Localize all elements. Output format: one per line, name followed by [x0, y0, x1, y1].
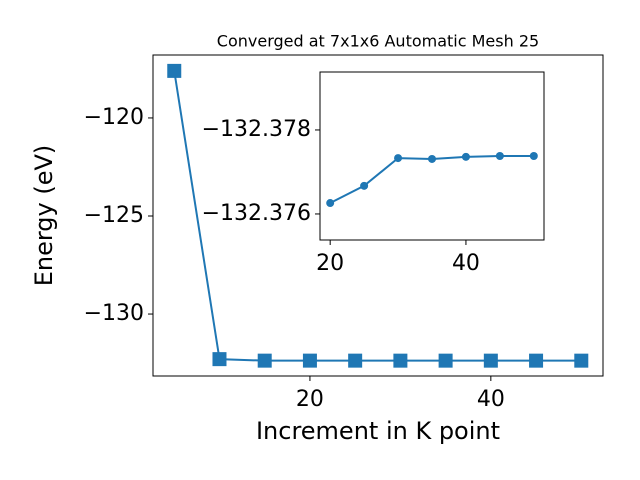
- y-tick-label: −132.376: [202, 201, 311, 226]
- marker: [574, 353, 589, 368]
- chart-title: Converged at 7x1x6 Automatic Mesh 25: [217, 32, 539, 51]
- marker: [438, 353, 453, 368]
- y-tick-label: −132.378: [202, 117, 311, 142]
- marker: [394, 154, 403, 163]
- x-axis-label: Increment in K point: [256, 417, 500, 445]
- marker: [529, 353, 544, 368]
- marker: [529, 152, 538, 160]
- y-axis-label: Energy (eV): [30, 145, 58, 287]
- marker: [360, 181, 369, 190]
- y-tick-label: −120: [84, 105, 144, 130]
- marker: [393, 353, 408, 368]
- x-tick-label: 20: [316, 251, 344, 276]
- x-tick-label: 20: [296, 387, 324, 412]
- marker: [302, 353, 317, 368]
- marker: [348, 353, 363, 368]
- series-line: [173, 70, 582, 362]
- marker: [212, 352, 227, 367]
- x-tick-label: 40: [477, 387, 505, 412]
- marker: [257, 353, 272, 368]
- marker: [428, 154, 436, 163]
- marker: [326, 199, 335, 208]
- marker: [167, 63, 182, 78]
- marker: [495, 152, 504, 160]
- x-tick-label: 40: [452, 251, 480, 276]
- y-tick-label: −130: [84, 301, 144, 326]
- marker: [461, 152, 470, 161]
- y-tick-label: −125: [84, 203, 144, 228]
- marker: [483, 353, 498, 368]
